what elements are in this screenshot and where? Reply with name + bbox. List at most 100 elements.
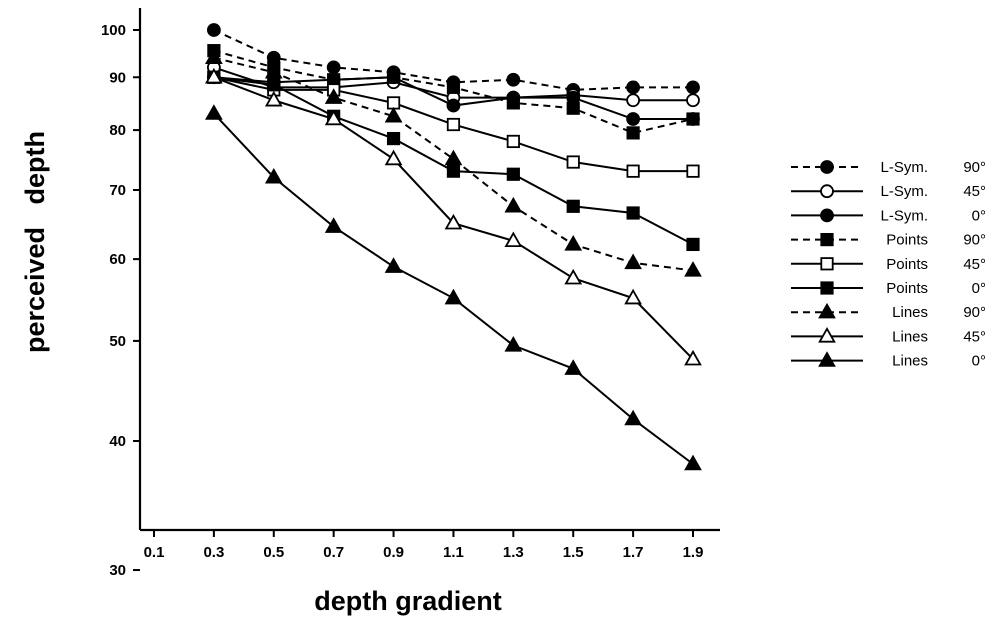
x-tick-label: 1.7	[623, 544, 644, 561]
legend-series-name: Lines	[892, 328, 928, 345]
legend-entry: Lines 0°	[791, 351, 986, 370]
y-tick-label: 90	[109, 69, 126, 86]
legend-marker	[820, 232, 834, 247]
data-point	[626, 80, 641, 95]
legend-series-name: Lines	[892, 353, 928, 370]
legend-series-angle: 0°	[972, 280, 986, 297]
data-point	[264, 90, 283, 107]
series-layer	[205, 23, 702, 471]
data-point	[264, 62, 283, 79]
data-point	[267, 78, 281, 92]
data-point	[386, 131, 401, 146]
x-tick-label: 1.9	[683, 544, 704, 561]
x-tick-label: 0.3	[203, 544, 224, 561]
data-point	[566, 101, 580, 115]
data-point	[684, 454, 702, 471]
data-point	[326, 60, 341, 75]
legend-series-angle: 0°	[972, 207, 986, 224]
legend-series-name: L-Sym.	[880, 207, 928, 224]
series-9	[205, 104, 702, 471]
legend-series-angle: 45°	[963, 256, 986, 273]
data-point	[566, 155, 580, 169]
y-tick-label: 30	[109, 562, 126, 579]
data-point	[506, 167, 520, 181]
legend-series-name: Lines	[892, 304, 928, 321]
data-point	[626, 206, 640, 220]
series-7	[205, 48, 702, 277]
legend-entry: Points 90°	[791, 232, 986, 249]
legend-marker	[818, 327, 836, 343]
data-point	[384, 106, 403, 123]
data-point	[624, 409, 642, 426]
data-point	[626, 112, 641, 126]
data-point	[686, 112, 700, 126]
data-point	[386, 96, 401, 110]
data-point	[386, 70, 401, 84]
data-point	[205, 104, 223, 120]
legend-marker	[820, 184, 834, 199]
data-point	[686, 80, 700, 95]
legend-series-angle: 45°	[963, 328, 986, 345]
data-point	[504, 196, 523, 213]
legend-entry: Points 0°	[791, 280, 986, 297]
legend-marker	[820, 208, 834, 223]
data-point	[566, 199, 580, 213]
y-tick-label: 60	[109, 251, 126, 268]
x-tick-label: 1.5	[563, 544, 584, 561]
y-axis-title: perceived depth	[20, 131, 50, 353]
legend-entry: L-Sym. 0°	[791, 207, 986, 224]
data-point	[205, 48, 223, 64]
data-point	[684, 349, 702, 366]
data-point	[506, 96, 520, 110]
data-point	[686, 164, 700, 178]
y-tick-label: 50	[109, 333, 126, 350]
data-point	[506, 72, 521, 87]
data-point	[504, 231, 523, 248]
data-point	[444, 213, 463, 230]
legend-series-angle: 90°	[963, 159, 986, 176]
legend-entry: L-Sym. 45°	[791, 183, 986, 200]
legend-marker	[820, 257, 834, 271]
data-point	[205, 67, 223, 84]
legend-entry: Points 45°	[791, 256, 986, 273]
y-tick-label: 40	[109, 433, 126, 450]
legend-series-name: L-Sym.	[880, 183, 928, 200]
data-point	[446, 117, 461, 132]
legend-entry: Lines 45°	[791, 327, 986, 345]
legend-series-angle: 90°	[963, 232, 986, 249]
y-tick-label: 100	[101, 22, 126, 39]
legend-series-name: Points	[886, 232, 928, 249]
data-point	[384, 257, 403, 273]
data-point	[564, 235, 583, 251]
legend-series-name: Points	[886, 280, 928, 297]
legend-entry: L-Sym. 90°	[791, 159, 986, 176]
data-point	[624, 288, 642, 305]
series-line	[213, 29, 693, 91]
series-8	[205, 67, 702, 366]
x-tick-label: 0.9	[383, 544, 404, 561]
x-tick-label: 1.3	[503, 544, 524, 561]
x-tick-label: 0.1	[144, 544, 165, 561]
legend: L-Sym. 90°L-Sym. 45°L-Sym. 0°Points 90°Point…	[791, 159, 986, 370]
legend-marker	[818, 351, 836, 367]
data-point	[564, 268, 583, 285]
data-point	[324, 109, 343, 126]
data-point	[324, 217, 343, 233]
data-point	[686, 237, 700, 252]
x-tick-label: 0.5	[263, 544, 284, 561]
data-point	[564, 359, 583, 375]
x-tick-label: 0.7	[323, 544, 344, 561]
y-tick-label: 70	[109, 182, 126, 199]
data-point	[444, 149, 463, 166]
legend-series-name: Points	[886, 256, 928, 273]
x-ticks: 0.1 0.3 0.5 0.7 0.9 1.1 1.3 1.5 1.7 1.9	[144, 530, 704, 561]
data-point	[506, 134, 520, 149]
legend-series-angle: 0°	[972, 353, 986, 370]
data-point	[446, 98, 461, 113]
axes	[138, 8, 720, 532]
x-axis-title: depth gradient	[314, 586, 502, 616]
data-point	[626, 93, 641, 108]
legend-series-angle: 45°	[963, 183, 986, 200]
